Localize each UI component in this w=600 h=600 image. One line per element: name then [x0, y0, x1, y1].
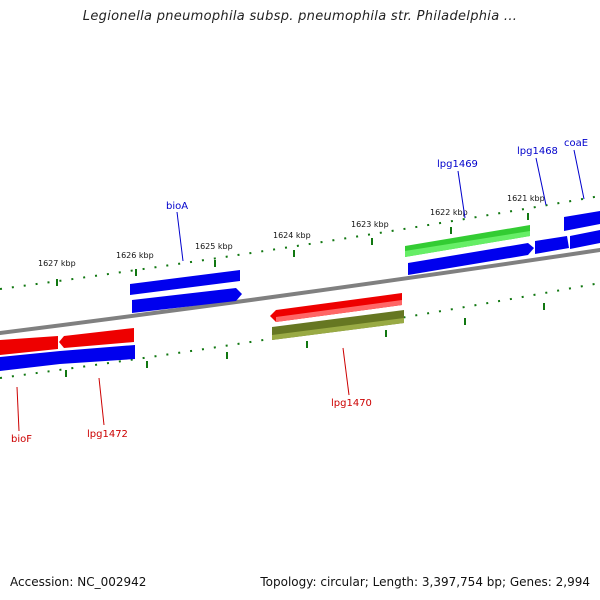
gene-label-lpg1469[interactable]: lpg1469 [437, 159, 478, 170]
gene-lpg1469-lower[interactable] [408, 243, 534, 275]
leader-line-lpg1470 [342, 347, 350, 396]
outer-major-ticks [56, 213, 529, 286]
tick-label-1624: 1624 kbp [273, 231, 311, 240]
gene-bioA-shadow [132, 288, 242, 313]
tick-label-1625: 1625 kbp [195, 242, 233, 251]
gene-lpg1472[interactable] [59, 328, 134, 348]
gene-label-lpg1472[interactable]: lpg1472 [87, 429, 128, 440]
gene-bioF[interactable] [0, 336, 58, 355]
tick-label-1623: 1623 kbp [351, 220, 389, 229]
gene-bioB-fwd[interactable] [0, 351, 60, 371]
leader-line-bioA [176, 211, 184, 262]
gene-coaE[interactable] [564, 211, 600, 231]
leader-line-bioF [16, 386, 20, 432]
tick-label-1621: 1621 kbp [507, 194, 545, 203]
gene-lpg1472-fwd[interactable] [60, 345, 135, 364]
tick-label-1626: 1626 kbp [116, 251, 154, 260]
scale-tick-labels: 1627 kbp 1626 kbp 1625 kbp 1624 kbp 1623… [38, 194, 545, 268]
gene-lpg1468[interactable] [535, 236, 569, 254]
genome-stats: Topology: circular; Length: 3,397,754 bp… [260, 575, 590, 589]
gene-label-coaE[interactable]: coaE [564, 138, 588, 149]
map-title: Legionella pneumophila subsp. pneumophil… [82, 9, 518, 24]
leader-line-lpg1469 [457, 170, 466, 219]
genome-backbone [0, 248, 600, 335]
gene-lpg1469-highlight [405, 231, 530, 257]
reverse-gene-labels: bioF lpg1472 lpg1470 [11, 347, 372, 445]
gene-lpg1470-lower-highlight [272, 318, 404, 340]
tick-label-1627: 1627 kbp [38, 259, 76, 268]
accession-info: Accession: NC_002942 [10, 575, 147, 589]
outer-scale-arc [0, 195, 600, 290]
leader-line-lpg1468 [535, 157, 547, 206]
tick-label-1622: 1622 kbp [430, 208, 468, 217]
forward-features [0, 211, 600, 371]
gene-label-lpg1470[interactable]: lpg1470 [331, 398, 372, 409]
gene-lpg1470-highlight [276, 300, 402, 322]
forward-gene-labels: bioA lpg1469 lpg1468 coaE [166, 138, 588, 262]
gene-label-bioF[interactable]: bioF [11, 434, 32, 445]
gene-bioA[interactable] [130, 270, 240, 295]
gene-coaE-lower[interactable] [570, 230, 600, 249]
inner-major-ticks [65, 303, 545, 377]
reverse-features [0, 293, 404, 355]
gene-label-bioA[interactable]: bioA [166, 201, 188, 212]
leader-line-coaE [573, 149, 585, 200]
inner-scale-arc [0, 282, 600, 379]
leader-line-lpg1472 [98, 377, 105, 426]
gene-label-lpg1468[interactable]: lpg1468 [517, 146, 558, 157]
